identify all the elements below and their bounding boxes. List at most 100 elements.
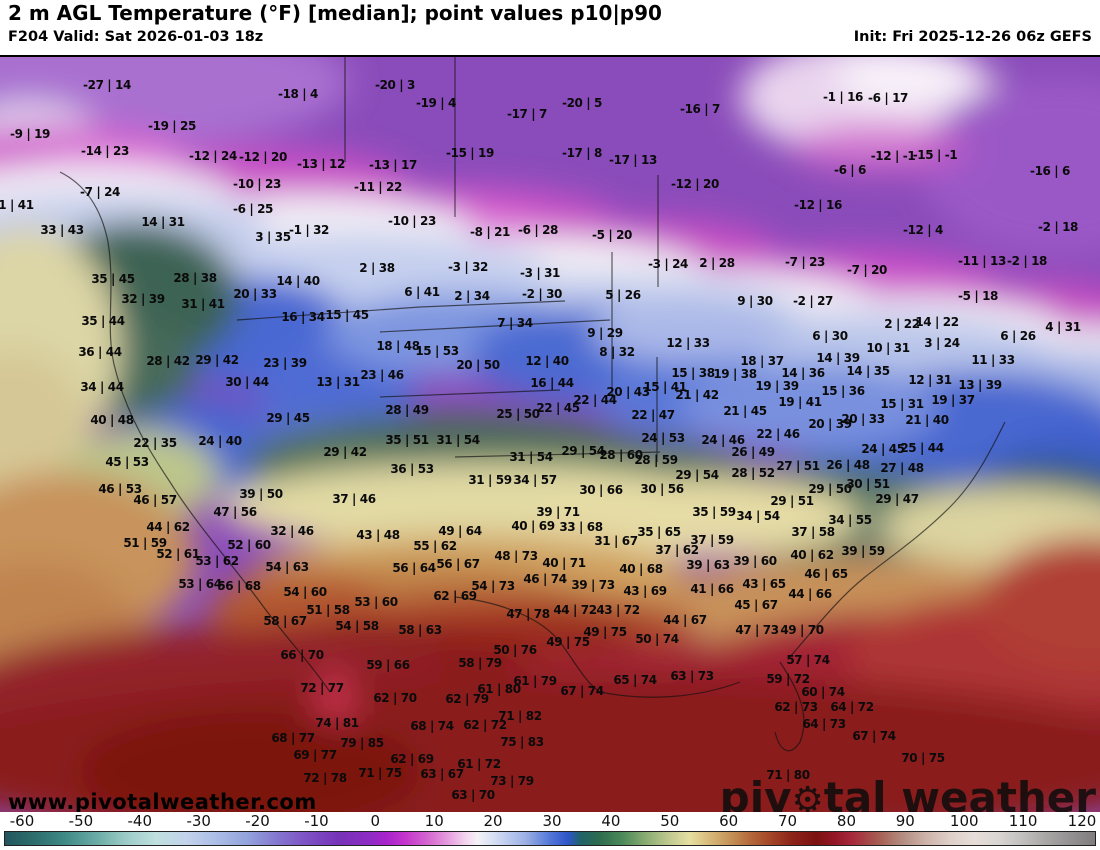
point-value: 15 | 53	[415, 344, 459, 358]
point-value: -2 | 27	[793, 294, 833, 308]
point-value: 20 | 33	[233, 287, 277, 301]
point-value: 31 | 54	[509, 450, 553, 464]
point-value: -17 | 8	[562, 146, 602, 160]
colorbar-tick: 60	[719, 812, 739, 830]
point-value: 40 | 48	[90, 413, 134, 427]
point-value: -7 | 23	[785, 255, 825, 269]
point-value: 44 | 66	[788, 587, 832, 601]
point-value: 35 | 44	[81, 314, 125, 328]
colorbar: -60 -50 -40 -30 -20 -10 0 10 20 30 40 50 60 70 80 90 100…	[0, 812, 1100, 850]
point-value: 62 | 69	[433, 589, 477, 603]
point-value: 30 | 66	[579, 483, 623, 497]
map-boundaries	[59, 57, 1006, 752]
colorbar-tick: 70	[777, 812, 798, 830]
point-value: 22 | 45	[536, 401, 580, 415]
point-value: 62 | 72	[463, 718, 507, 732]
point-value: -18 | 4	[278, 87, 318, 101]
point-value: 64 | 72	[830, 700, 874, 714]
point-value: 28 | 49	[385, 403, 429, 417]
colorbar-tick: 50	[660, 812, 680, 830]
point-value: 55 | 62	[413, 539, 457, 553]
point-value: 37 | 62	[655, 543, 699, 557]
point-value: 3 | 24	[924, 336, 960, 350]
point-value: 36 | 44	[78, 345, 122, 359]
point-value: 34 | 55	[828, 513, 872, 527]
watermark-url: www.pivotalweather.com	[8, 790, 317, 814]
point-value: 36 | 53	[390, 462, 434, 476]
point-value: 53 | 60	[354, 595, 398, 609]
point-value: 21 | 45	[723, 404, 767, 418]
point-value: -15 | 19	[446, 146, 494, 160]
point-value: 68 | 77	[271, 731, 315, 745]
point-value: -6 | 25	[233, 202, 273, 216]
point-value: -1 | 16	[823, 90, 863, 104]
point-value: 24 | 40	[198, 434, 242, 448]
point-value: 30 | 51	[846, 477, 890, 491]
point-value: -10 | 23	[388, 214, 436, 228]
point-value: -6 | 6	[833, 163, 867, 177]
point-value: 49 | 64	[438, 524, 482, 538]
point-value: 9 | 30	[737, 294, 773, 308]
point-value: 45 | 67	[734, 598, 778, 612]
point-value: 39 | 59	[841, 544, 885, 558]
point-value: 26 | 49	[731, 445, 775, 459]
point-value: -11 | 22	[354, 180, 402, 194]
point-value: 28 | 52	[731, 466, 775, 480]
point-value: -12 | 24	[189, 149, 237, 163]
point-value: 29 | 45	[266, 411, 310, 425]
point-value: 19 | 39	[755, 379, 799, 393]
point-value: -17 | 7	[507, 107, 547, 121]
point-value: 21 | 40	[905, 413, 949, 427]
point-value: 19 | 38	[713, 367, 757, 381]
point-value: 20 | 50	[456, 358, 500, 372]
point-value: -3 | 31	[520, 266, 560, 280]
point-value: 2 | 22	[884, 317, 920, 331]
point-value: 43 | 48	[356, 528, 400, 542]
point-value: 32 | 46	[270, 524, 314, 538]
point-value: 33 | 68	[559, 520, 603, 534]
gear-icon: ⚙	[791, 780, 824, 814]
point-value: 49 | 75	[546, 635, 590, 649]
point-value: 15 | 45	[325, 308, 369, 322]
point-value: 47 | 56	[213, 505, 257, 519]
temperature-map: -27 | 14 -18 | 4 -20 | 3 -19 | 4 -20 | 5 -17 …	[0, 55, 1100, 814]
point-value: 46 | 57	[133, 493, 177, 507]
point-value: 68 | 74	[410, 719, 454, 733]
point-value: 69 | 77	[293, 748, 337, 762]
point-value: -16 | 6	[1030, 164, 1070, 178]
point-value: -3 | 24	[648, 257, 688, 271]
point-value: 11 | 33	[971, 353, 1015, 367]
point-value: 54 | 63	[265, 560, 309, 574]
point-value: 9 | 29	[587, 326, 623, 340]
point-value: 24 | 53	[641, 431, 685, 445]
point-value: 79 | 85	[340, 736, 384, 750]
point-value: 35 | 45	[91, 272, 135, 286]
point-value: 24 | 46	[701, 433, 745, 447]
point-value: 61 | 72	[457, 757, 501, 771]
point-value: 58 | 79	[458, 656, 502, 670]
point-value: 71 | 82	[498, 709, 542, 723]
point-value: 27 | 48	[880, 461, 924, 475]
point-value: 8 | 32	[599, 345, 635, 359]
point-value: 66 | 70	[280, 648, 324, 662]
point-value: 23 | 39	[263, 356, 307, 370]
point-value: 44 | 62	[146, 520, 190, 534]
point-value: 52 | 60	[227, 538, 271, 552]
init-time-label: Init: Fri 2025-12-26 06z GEFS	[853, 29, 1092, 45]
point-value: -14 | 23	[81, 144, 129, 158]
colorbar-tick: 40	[601, 812, 621, 830]
temperature-fill-layer	[0, 57, 1100, 814]
colorbar-tick: 30	[542, 812, 562, 830]
point-value: 73 | 79	[490, 774, 534, 788]
point-value: 15 | 36	[821, 384, 865, 398]
point-value: -2 | 30	[522, 287, 562, 301]
point-value: 16 | 44	[530, 376, 574, 390]
point-value: 61 | 79	[513, 674, 557, 688]
point-value: 64 | 73	[802, 717, 846, 731]
point-value: 34 | 54	[736, 509, 780, 523]
point-value: 14 | 31	[141, 215, 185, 229]
point-value: 31 | 41	[181, 297, 225, 311]
point-value: -12 | 4	[903, 223, 943, 237]
point-value: 12 | 33	[666, 336, 710, 350]
point-value: -7 | 24	[80, 185, 120, 199]
